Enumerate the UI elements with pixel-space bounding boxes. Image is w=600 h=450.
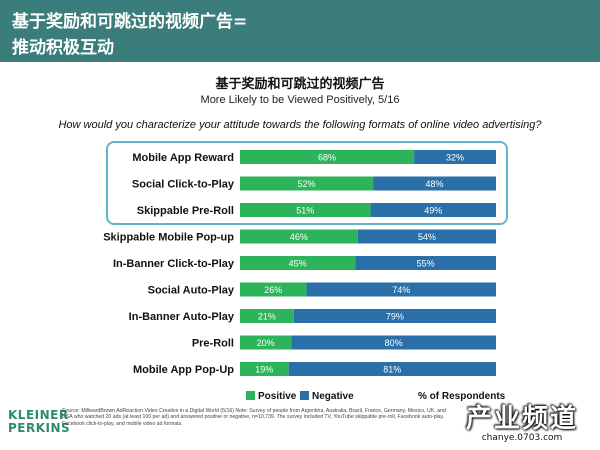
bar-positive — [240, 229, 358, 244]
bar-negative — [414, 150, 496, 164]
data-label-negative: 79% — [386, 312, 404, 322]
bar-positive — [240, 176, 374, 191]
watermark: 产业频道 chanye.0703.com — [452, 398, 592, 443]
bar-positive — [240, 335, 292, 350]
data-label-positive: 45% — [289, 259, 307, 269]
data-label-positive: 46% — [290, 232, 308, 242]
bar-positive — [240, 309, 294, 323]
data-label-negative: 80% — [385, 338, 403, 348]
legend-swatch-positive — [246, 391, 255, 400]
bar-negative — [357, 229, 496, 244]
highlight-box — [106, 141, 508, 225]
slide-header: 基于奖励和可跳过的视频广告= 推动积极互动 — [0, 0, 600, 62]
data-label-negative: 74% — [392, 285, 410, 295]
data-label-negative: 48% — [426, 179, 444, 189]
category-label: Mobile App Pop-Up — [133, 364, 234, 376]
bar-positive — [240, 282, 307, 297]
category-label: In-Banner Click-to-Play — [113, 258, 235, 270]
legend-note: % of Respondents — [418, 391, 506, 402]
bar-positive — [240, 256, 356, 270]
kleiner-perkins-logo: KLEINER PERKINS — [8, 408, 71, 435]
data-label-positive: 21% — [258, 312, 276, 322]
source-note: Source: MillwardBrown AdReaction Video C… — [62, 408, 446, 427]
legend-swatch-negative — [300, 391, 309, 400]
category-label: Skippable Mobile Pop-up — [103, 232, 234, 244]
data-label-negative: 54% — [418, 232, 436, 242]
bar-negative — [373, 176, 496, 191]
bar-negative — [306, 282, 496, 297]
legend-label-positive: Positive — [258, 391, 297, 402]
data-label-negative: 55% — [417, 259, 435, 269]
category-label: Social Click-to-Play — [132, 179, 235, 191]
bar-negative — [355, 256, 496, 270]
data-label-positive: 26% — [264, 285, 282, 295]
legend-label-negative: Negative — [312, 391, 354, 402]
chart-subtitle: More Likely to be Viewed Positively, 5/1… — [200, 94, 400, 106]
watermark-main: 产业频道 — [465, 404, 578, 434]
bar-negative — [288, 362, 496, 376]
category-label: In-Banner Auto-Play — [129, 311, 235, 323]
category-label: Mobile App Reward — [132, 152, 234, 164]
bar-positive — [240, 203, 371, 217]
data-label-positive: 52% — [298, 179, 316, 189]
watermark-url: chanye.0703.com — [481, 433, 563, 443]
slide-title-line-2: 推动积极互动 — [12, 38, 114, 58]
bar-negative — [291, 335, 496, 350]
data-label-negative: 49% — [424, 206, 442, 216]
data-label-negative: 81% — [383, 365, 401, 375]
data-label-positive: 19% — [255, 365, 273, 375]
category-label: Skippable Pre-Roll — [137, 205, 234, 217]
slide-title-line-1: 基于奖励和可跳过的视频广告= — [12, 12, 248, 32]
data-label-positive: 51% — [296, 206, 314, 216]
data-label-positive: 68% — [318, 153, 336, 163]
data-label-positive: 20% — [257, 338, 275, 348]
bar-negative — [370, 203, 496, 217]
bar-positive — [240, 150, 415, 164]
category-label: Social Auto-Play — [148, 285, 235, 297]
data-label-negative: 32% — [446, 153, 464, 163]
bar-negative — [293, 309, 496, 323]
survey-question: How would you characterize your attitude… — [58, 119, 542, 131]
chart-title: 基于奖励和可跳过的视频广告 — [215, 77, 385, 92]
bar-positive — [240, 362, 289, 376]
category-label: Pre-Roll — [192, 338, 234, 350]
